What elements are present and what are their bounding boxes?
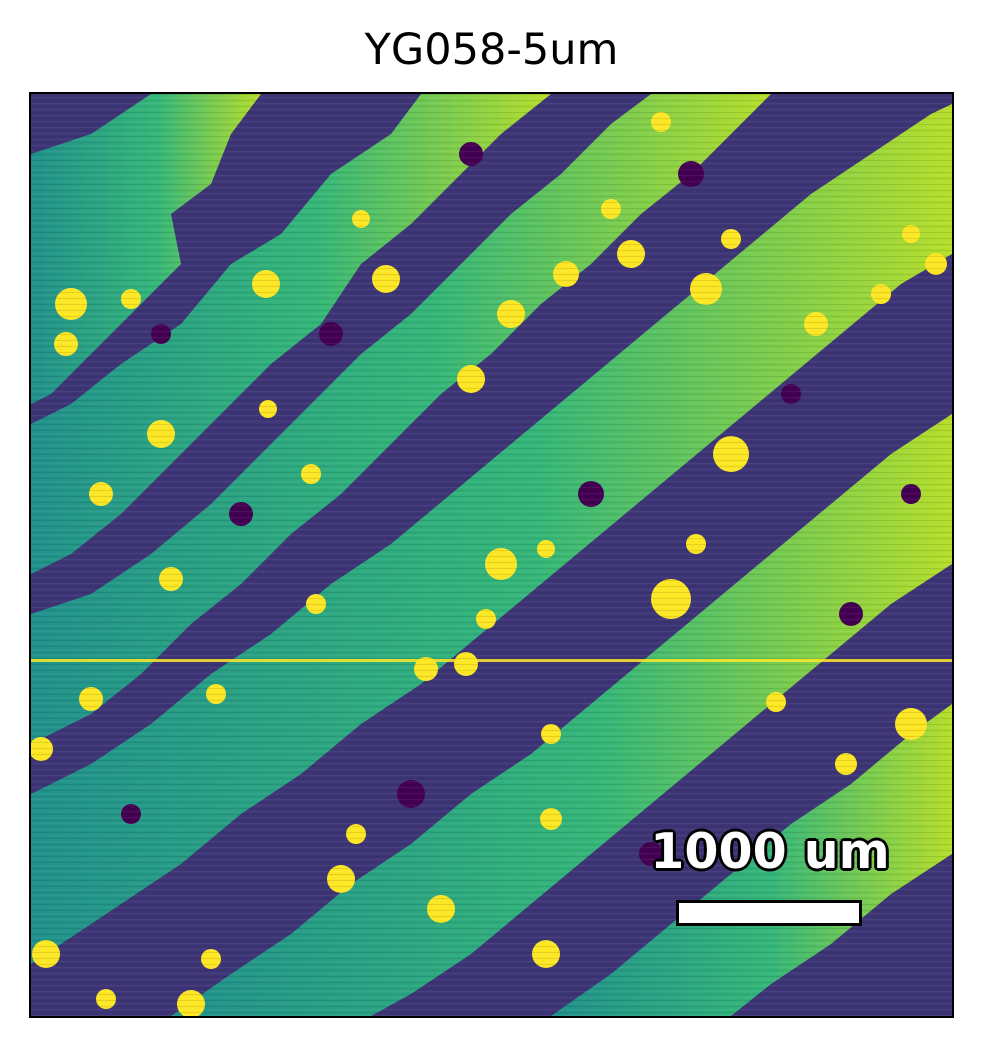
figure-title: YG058-5um [364,25,619,75]
scale-bar [676,900,862,926]
height-map [31,94,952,1016]
scale-bar-label: 1000 um [650,823,890,880]
microscopy-image [29,92,954,1018]
